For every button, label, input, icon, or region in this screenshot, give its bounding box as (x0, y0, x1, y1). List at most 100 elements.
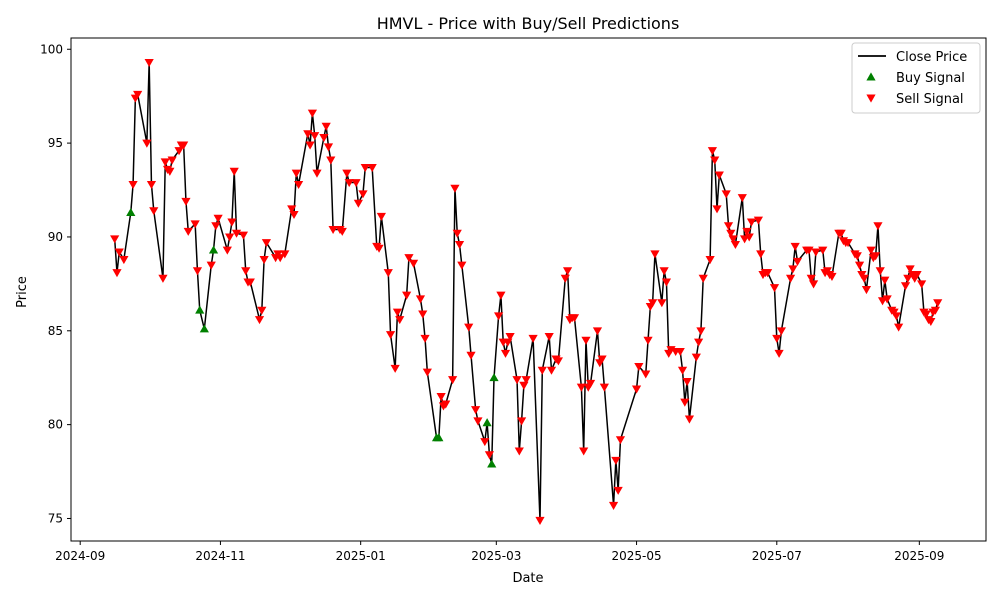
legend-box (851, 42, 981, 114)
sell-signal-marker (698, 274, 708, 283)
buy-signal-marker (434, 433, 444, 442)
sell-signal-marker (464, 323, 474, 332)
sell-signal-marker (723, 222, 734, 231)
sell-signal-marker (275, 254, 285, 263)
sell-signal-marker (287, 205, 297, 214)
sell-signal-marker (303, 130, 313, 139)
y-tick-label: 85 (48, 324, 63, 338)
y-tick-label: 80 (48, 418, 63, 432)
sell-signal-marker (712, 205, 722, 214)
sell-signal-marker (696, 327, 706, 336)
sell-signal-marker (415, 295, 426, 304)
sell-signal-marker (843, 239, 853, 248)
legend-sell-swatch (866, 94, 876, 103)
sell-signal-marker (257, 306, 267, 315)
sell-signal-marker (494, 312, 504, 321)
chart-title: HMVL - Price with Buy/Sell Predictions (377, 14, 680, 33)
sell-signal-marker (144, 58, 154, 67)
sell-signal-marker (110, 235, 120, 244)
x-tick-label: 2025-09 (894, 549, 944, 563)
sell-signal-marker (390, 364, 400, 373)
sell-signal-marker (569, 314, 580, 323)
sell-signal-marker (505, 332, 515, 342)
sell-signal-marker (553, 357, 563, 366)
sell-signal-marker (326, 156, 336, 165)
sell-signal-marker (402, 291, 412, 300)
x-axis-label: Date (512, 571, 543, 586)
x-tick-label: 2024-09 (55, 549, 105, 563)
sell-signal-marker (818, 246, 828, 255)
sell-signal-marker (112, 269, 122, 278)
sell-signal-marker (631, 385, 642, 394)
sell-signal-marker (675, 347, 685, 357)
sell-signal-marker (448, 376, 458, 385)
x-tick-label: 2025-05 (611, 549, 661, 563)
sell-signal-marker (181, 197, 191, 206)
sell-signal-marker (420, 334, 430, 343)
sell-signal-marker (408, 259, 419, 268)
sell-signal-marker (321, 122, 331, 131)
legend: Close Price Buy Signal Sell Signal (851, 42, 981, 114)
sell-signal-marker (319, 134, 329, 143)
sell-signal-marker (179, 141, 189, 150)
sell-signal-marker (480, 438, 490, 447)
sell-signal-marker (882, 295, 892, 304)
sell-signal-marker (866, 246, 876, 255)
sell-signal-marker (454, 241, 465, 250)
sell-signal-marker (158, 274, 168, 283)
sell-signal-marker (360, 164, 370, 173)
sell-signal-marker (289, 210, 299, 220)
sell-signal-marker (560, 274, 570, 283)
sell-signal-marker (167, 156, 177, 165)
sell-signal-marker (114, 248, 124, 257)
sell-signal-marker (585, 379, 596, 388)
sell-signal-marker (517, 417, 527, 426)
sell-signal-marker (392, 308, 403, 317)
sell-signal-marker (827, 272, 837, 281)
sell-signal-marker (643, 336, 653, 345)
sell-signal-marker (227, 218, 237, 227)
sell-signal-marker (900, 282, 911, 291)
y-tick-label: 75 (48, 511, 63, 525)
sell-signal-marker (238, 231, 249, 240)
x-tick-label: 2025-07 (752, 549, 802, 563)
sell-signal-marker (422, 368, 432, 377)
sell-signal-marker (836, 229, 846, 238)
sell-signal-marker (521, 376, 531, 385)
sell-signal-marker (774, 349, 784, 358)
sell-signal-marker (457, 261, 467, 270)
sell-signal-marker (471, 406, 481, 415)
sell-signal-marker (537, 366, 547, 375)
sell-signal-marker (650, 250, 660, 259)
sell-signal-marker (514, 447, 524, 456)
buy-signal-marker (208, 245, 219, 254)
sell-signal-marker (659, 267, 669, 276)
sell-signal-marker (854, 261, 865, 270)
sell-signal-marker (225, 233, 235, 242)
sell-signal-marker (535, 516, 545, 525)
sell-signal-marker (261, 239, 272, 248)
sell-signal-marker (880, 276, 890, 285)
legend-buy-swatch (866, 72, 876, 81)
legend-label: Close Price (896, 50, 967, 65)
sell-signal-marker (544, 332, 554, 342)
buy-signal-marker (489, 373, 499, 382)
sell-signal-marker (291, 169, 301, 178)
sell-signal-marker (657, 299, 667, 308)
sell-signal-marker (792, 257, 803, 266)
sell-signal-marker (344, 179, 354, 188)
x-tick-label: 2025-03 (471, 549, 521, 563)
sell-signal-marker (721, 190, 731, 199)
sell-signal-marker (859, 274, 869, 283)
sell-signal-marker (404, 254, 414, 263)
sell-signal-marker (776, 327, 786, 336)
sell-signal-marker (190, 220, 200, 229)
sell-signal-marker (192, 267, 203, 276)
sell-signal-marker (756, 250, 766, 259)
sell-signal-marker (769, 284, 780, 293)
sell-signal-marker (691, 353, 701, 362)
sell-signal-marker (903, 274, 913, 283)
y-tick-label: 90 (48, 230, 63, 244)
sell-signal-marker (576, 383, 586, 392)
sell-signal-marker (562, 267, 573, 276)
